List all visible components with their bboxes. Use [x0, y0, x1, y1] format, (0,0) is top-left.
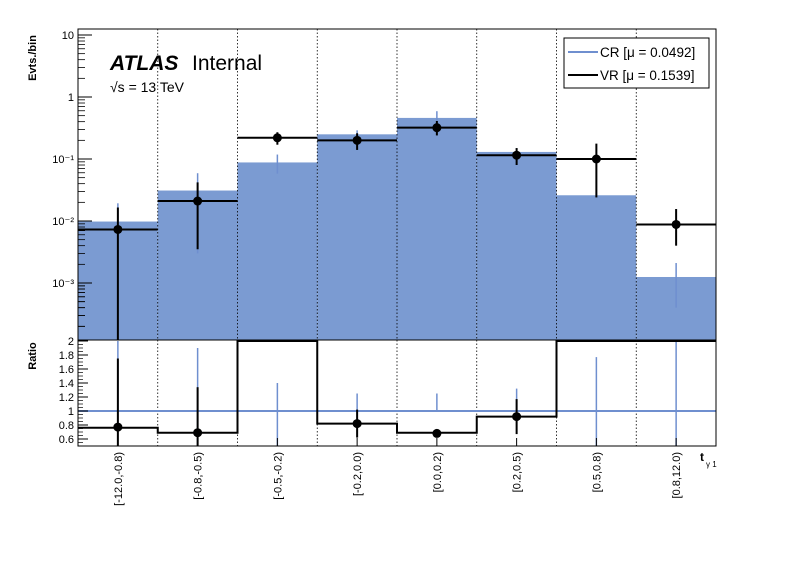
- x-tick-label: [-0.5,-0.2): [272, 452, 284, 500]
- legend-vr-label: VR [μ = 0.1539]: [600, 68, 694, 83]
- ratio-vr-point: [193, 428, 203, 438]
- y-tick-label: 1: [68, 92, 74, 104]
- y-tick-label: 10⁻¹: [52, 154, 74, 166]
- ratio-vr-step: [78, 340, 716, 434]
- y-tick-label: 10⁻²: [52, 216, 74, 228]
- vr-point: [193, 196, 203, 206]
- cr-bar: [237, 162, 318, 340]
- vr-point: [591, 154, 601, 164]
- y-tick-label: 10⁻³: [52, 278, 74, 290]
- top-panel: 10 1 10⁻¹ 10⁻² 10⁻³: [52, 28, 717, 341]
- cr-bar: [397, 117, 477, 340]
- y-axis-label-ratio: Ratio: [27, 342, 39, 370]
- cr-bar: [476, 151, 557, 340]
- legend-cr-label: CR [μ = 0.0492]: [600, 45, 695, 60]
- ratio-tick-label: 1.8: [59, 350, 74, 362]
- ratio-tick-label: 1.2: [59, 392, 74, 404]
- ratio-panel: 2 1.8 1.6 1.4 1.2 1 0.8 0.6 [-12.0,-0.8) [-0.8,-0…: [59, 336, 717, 506]
- energy-label: √s = 13 TeV: [110, 79, 185, 95]
- ratio-vr-point: [512, 412, 522, 422]
- x-tick-label: [-12.0,-0.8): [113, 452, 125, 506]
- x-axis-label: t: [700, 450, 704, 464]
- x-axis-label-subscript: γ 1: [706, 460, 717, 469]
- x-tick-label: [0.2,0.5): [512, 452, 524, 492]
- ratio-tick-label: 1: [68, 406, 74, 418]
- ratio-vr-point: [432, 428, 442, 438]
- x-tick-label: [0.5,0.8): [591, 452, 603, 492]
- cr-bar: [317, 134, 397, 340]
- atlas-label: ATLAS: [109, 52, 178, 75]
- y-tick-label: 10: [62, 30, 74, 42]
- ratio-tick-label: 0.8: [59, 420, 74, 432]
- ratio-tick-label: 1.4: [59, 378, 74, 390]
- vr-point: [113, 224, 123, 234]
- vr-point: [512, 150, 522, 160]
- x-tick-label: [0.8,12.0): [671, 452, 683, 498]
- y-axis-label-top: Evts./bin: [27, 35, 39, 81]
- vr-point: [272, 133, 282, 143]
- x-tick-label: [0.0,0.2): [432, 452, 444, 492]
- cr-bar: [556, 195, 637, 340]
- atlas-status: Internal: [192, 52, 262, 75]
- ratio-tick-label: 2: [68, 336, 74, 348]
- x-tick-label: [-0.2,0.0): [352, 452, 364, 496]
- vr-point: [432, 123, 442, 133]
- vr-point: [671, 219, 681, 229]
- labels: Evts./bin Ratio ATLAS Internal √s = 13 T…: [27, 35, 717, 469]
- ratio-vr-point: [352, 419, 362, 429]
- ratio-frame: [77, 339, 717, 447]
- ratio-tick-label: 1.6: [59, 364, 74, 376]
- x-tick-label: [-0.8,-0.5): [193, 452, 205, 500]
- ratio-tick-label: 0.6: [59, 434, 74, 446]
- vr-point: [352, 135, 362, 145]
- ratio-vr-point: [113, 422, 123, 432]
- legend: CR [μ = 0.0492] VR [μ = 0.1539]: [563, 37, 710, 89]
